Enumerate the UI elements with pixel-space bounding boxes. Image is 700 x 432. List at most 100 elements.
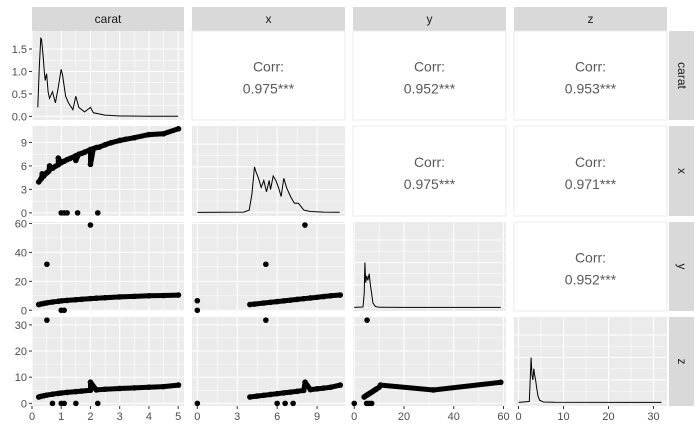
scatter-point xyxy=(87,387,94,394)
scatter-point xyxy=(287,389,294,395)
scatter-point xyxy=(194,307,201,314)
scatter-point xyxy=(43,300,50,306)
scatter-point xyxy=(44,261,50,268)
panel-carat-carat xyxy=(32,31,184,120)
scatter-point xyxy=(108,140,114,146)
scatter-point xyxy=(320,385,327,391)
strip-top-label-x: x xyxy=(266,12,272,26)
scatter-point xyxy=(175,126,182,132)
scatter-point xyxy=(267,391,274,398)
scatter-point xyxy=(337,382,344,388)
corr-label: Corr: xyxy=(575,59,606,75)
scatter-point xyxy=(430,387,437,393)
panel-x-x xyxy=(192,126,345,216)
scatter-point xyxy=(87,295,94,302)
x-tick-label: 0 xyxy=(29,411,35,423)
scatter-point xyxy=(497,379,504,386)
scatter-point xyxy=(287,297,294,303)
scatter-point xyxy=(300,295,307,302)
y-tick-label: 60 xyxy=(15,218,27,230)
corr-label: Corr: xyxy=(575,250,606,266)
y-tick-label: 40 xyxy=(15,247,27,259)
scatter-point xyxy=(160,292,167,299)
scatter-point xyxy=(247,301,253,308)
scatter-point xyxy=(49,299,56,305)
strip-right-y xyxy=(669,222,694,311)
corr-value: 0.952*** xyxy=(404,81,456,97)
scatter-point xyxy=(247,394,253,400)
scatter-point xyxy=(78,296,85,303)
scatter-point xyxy=(251,301,258,307)
scatter-point xyxy=(73,157,79,164)
corr-panel-carat-x xyxy=(191,30,346,121)
scatter-point xyxy=(102,294,108,301)
scatter-point xyxy=(281,390,287,396)
scatter-point xyxy=(377,382,384,388)
x-tick-label: 3 xyxy=(234,411,240,423)
scatter-point xyxy=(131,385,138,391)
scatter-point xyxy=(87,161,94,168)
strip-top-label-y: y xyxy=(427,12,433,26)
scatter-point xyxy=(364,317,370,323)
x-tick-label: 40 xyxy=(448,411,460,423)
scatter-point xyxy=(302,222,308,228)
scatter-point xyxy=(94,210,101,216)
scatter-point xyxy=(96,144,103,150)
scatter-point xyxy=(294,296,300,303)
y-tick-label: 1.5 xyxy=(12,44,27,56)
scatter-point xyxy=(307,295,314,301)
corr-value: 0.952*** xyxy=(565,272,617,288)
strip-right-label-x: x xyxy=(675,168,689,174)
scatter-point xyxy=(146,384,152,390)
corr-panel-carat-y xyxy=(352,30,507,121)
scatter-point xyxy=(302,379,308,385)
corr-panel-x-y xyxy=(352,125,507,217)
scatter-point xyxy=(194,297,201,304)
corr-panel-carat-z xyxy=(513,30,668,121)
corr-panel-x-z xyxy=(513,125,668,217)
x-tick-label: 3 xyxy=(117,411,123,423)
scatter-point xyxy=(131,134,138,141)
y-tick-label: 1.0 xyxy=(12,66,27,78)
corr-value: 0.975*** xyxy=(243,81,295,97)
scatter-point xyxy=(320,293,327,300)
scatter-point xyxy=(67,155,73,162)
y-tick-label: 30 xyxy=(15,320,27,332)
density-line-z xyxy=(518,357,662,403)
density-line-x xyxy=(197,166,340,213)
x-tick-label: 0 xyxy=(351,411,357,423)
x-tick-label: 5 xyxy=(175,411,181,423)
scatter-point xyxy=(58,390,65,396)
strip-top-y xyxy=(353,7,506,31)
scatter-point xyxy=(64,389,70,396)
scatter-point xyxy=(267,299,274,306)
corr-value: 0.953*** xyxy=(565,81,617,97)
scatter-point xyxy=(194,400,201,407)
scatter-point xyxy=(73,400,79,407)
y-tick-label: 3 xyxy=(21,184,27,196)
scatter-point xyxy=(81,149,88,156)
panel-x-carat xyxy=(32,126,184,216)
scatter-point xyxy=(290,400,296,407)
y-tick-label: 10 xyxy=(15,372,27,384)
scatter-point xyxy=(78,388,85,394)
scatter-point xyxy=(58,298,65,304)
scatter-point xyxy=(131,293,138,300)
scatter-point xyxy=(294,388,300,395)
scatter-point xyxy=(307,386,314,393)
density-line-y xyxy=(354,262,501,308)
panel-z-y xyxy=(353,317,506,406)
scatter-point xyxy=(102,386,108,393)
strip-right-label-y: y xyxy=(675,264,689,270)
scatter-point xyxy=(327,293,334,299)
scatter-point xyxy=(116,137,123,144)
scatter-point xyxy=(261,300,267,306)
corr-label: Corr: xyxy=(414,154,445,170)
scatter-point xyxy=(314,294,320,301)
strip-top-x xyxy=(192,7,345,31)
strip-right-z xyxy=(669,317,694,406)
scatter-point xyxy=(61,400,67,407)
scatter-point xyxy=(282,400,288,407)
scatter-point xyxy=(93,295,100,301)
